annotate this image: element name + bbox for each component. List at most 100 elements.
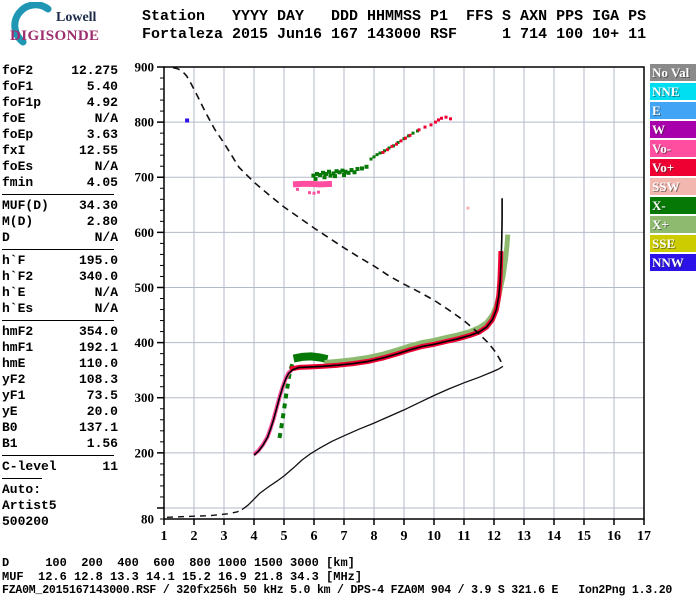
muf-table-and-file-info: D 100 200 400 600 800 1000 1500 3000 [km… xyxy=(2,556,672,598)
param-row-yF1: yF1 73.5 xyxy=(2,388,118,403)
green-cloud-dots xyxy=(327,169,331,174)
param-row-hmE: hmE 110.0 xyxy=(2,356,118,371)
legend-item-noval: No Val xyxy=(650,64,696,81)
second-hop-red-dots xyxy=(404,136,407,140)
y-tick-label: 80 xyxy=(141,512,154,527)
green-cloud-dots xyxy=(337,170,342,175)
legend-item-nne: NNE xyxy=(650,83,696,100)
green-cloud-dots xyxy=(360,166,364,171)
scaled-parameters-panel: foF2 12.275 foF1 5.40 foF1p 4.92 foE N/A foE… xyxy=(2,63,118,530)
second-hop-red-dots xyxy=(434,120,437,124)
param-row-B1: B1 1.56 xyxy=(2,436,118,451)
pink-cloud-dots xyxy=(317,190,320,194)
second-hop-red-dots xyxy=(390,144,394,148)
second-hop-red-dots xyxy=(381,150,385,154)
pink-cloud-dots xyxy=(308,191,311,195)
y-tick-label: 200 xyxy=(135,445,155,460)
param-row-C-level: C-level 11 xyxy=(2,459,118,474)
x-tick-label: 9 xyxy=(401,529,408,544)
y-tick-label: 900 xyxy=(135,60,155,75)
true-height-profile xyxy=(241,365,504,511)
file-info-row: FZA0M_2015167143000.RSF / 320fx256h 50 k… xyxy=(2,584,673,597)
second-hop-green-dots xyxy=(378,151,382,155)
param-row-fxI: fxI 12.55 xyxy=(2,143,118,158)
second-hop-red-dots xyxy=(429,123,433,127)
second-hop-red-dots xyxy=(399,139,403,143)
param-row-hF2: h`F2 340.0 xyxy=(2,269,118,284)
pink-cloud-echo xyxy=(292,180,333,188)
param-row-hF: h`F 195.0 xyxy=(2,253,118,268)
param-row-B0: B0 137.1 xyxy=(2,420,118,435)
second-hop-green-dots xyxy=(369,157,373,161)
param-row-D: D N/A xyxy=(2,230,118,245)
second-hop-red-dots xyxy=(437,118,440,122)
second-hop-green-dots xyxy=(383,149,386,153)
x-tick-label: 8 xyxy=(371,529,378,544)
param-row-version: 500200 xyxy=(2,514,49,529)
distance-row: D 100 200 400 600 800 1000 1500 3000 [km… xyxy=(2,556,355,570)
param-row-foF2: foF2 12.275 xyxy=(2,63,118,78)
green-cloud-dots xyxy=(340,168,345,173)
param-row-hEs: h`Es N/A xyxy=(2,301,118,316)
artist-fitted-o-trace xyxy=(253,198,503,456)
legend-item-vo-plus: Vo+ xyxy=(650,159,696,176)
x-tick-label: 7 xyxy=(341,529,348,544)
ssw-echo-dot xyxy=(466,206,470,210)
green-cloud-dots xyxy=(364,164,369,169)
x-trace-cusp-blob xyxy=(292,352,329,364)
second-hop-red-dots xyxy=(423,125,427,129)
param-row-yE: yE 20.0 xyxy=(2,404,118,419)
param-row-fmin: fmin 4.05 xyxy=(2,175,118,190)
y-tick-label: 700 xyxy=(135,170,155,185)
param-row-foEp: foEp 3.63 xyxy=(2,127,118,142)
x-tick-label: 13 xyxy=(517,529,531,544)
param-row-hmF1: hmF1 192.1 xyxy=(2,340,118,355)
second-hop-red-dots xyxy=(417,128,421,132)
green-cloud-dots xyxy=(311,173,316,178)
second-hop-red-dots xyxy=(440,116,443,120)
legend-item-ssw: SSW xyxy=(650,178,696,195)
green-cloud-dots xyxy=(318,173,322,178)
x-tick-label: 17 xyxy=(637,529,651,544)
measurement-header: Station YYYY DAY DDD HHMMSS P1 FFS S AXN… xyxy=(142,8,646,44)
param-row-yF2: yF2 108.3 xyxy=(2,372,118,387)
legend-item-w: W xyxy=(650,121,696,138)
x-tick-label: 14 xyxy=(547,529,561,544)
legend-item-sse: SSE xyxy=(650,235,696,252)
header-line1: Station YYYY DAY DDD HHMMSS P1 FFS S AXN… xyxy=(142,8,647,25)
green-cloud-dots xyxy=(313,176,318,181)
header-line2: Fortaleza 2015 Jun16 167 143000 RSF 1 71… xyxy=(142,26,647,43)
panel-separator xyxy=(2,194,114,195)
y-tick-label: 300 xyxy=(135,390,155,405)
x-tick-label: 6 xyxy=(311,529,318,544)
second-hop-green-dots xyxy=(375,153,379,157)
panel-separator-short xyxy=(2,478,42,479)
logo-digisonde-text: DIGISONDE xyxy=(10,28,100,44)
logo-arc-icon xyxy=(11,1,52,46)
second-hop-red-dots xyxy=(386,148,389,152)
pink-cloud-dots xyxy=(312,191,316,195)
param-row-foE: foE N/A xyxy=(2,111,118,126)
logo-lowell-text: Lowell xyxy=(56,10,97,25)
y-tick-label: 500 xyxy=(135,280,155,295)
green-cloud-dots xyxy=(355,166,360,171)
panel-separator xyxy=(2,455,114,456)
x-tick-label: 10 xyxy=(427,529,441,544)
sub-fmin-profile-dashed xyxy=(166,508,243,518)
green-cloud-dots xyxy=(349,168,354,173)
second-hop-green-dots xyxy=(411,131,415,135)
param-row-MUFD: MUF(D) 34.30 xyxy=(2,198,118,213)
green-cloud-dots xyxy=(346,170,351,175)
y-tick-label: 800 xyxy=(135,115,155,130)
y-tick-label: 600 xyxy=(135,225,155,240)
x-tick-label: 3 xyxy=(221,529,228,544)
green-cloud-dots xyxy=(331,171,336,176)
green-cloud-dots xyxy=(334,169,339,174)
green-cloud-dots xyxy=(322,175,327,180)
second-hop-red-dots xyxy=(449,117,452,121)
param-row-auto: Auto: xyxy=(2,482,42,497)
x-tick-label: 2 xyxy=(191,529,198,544)
green-cloud-dots xyxy=(321,170,325,175)
